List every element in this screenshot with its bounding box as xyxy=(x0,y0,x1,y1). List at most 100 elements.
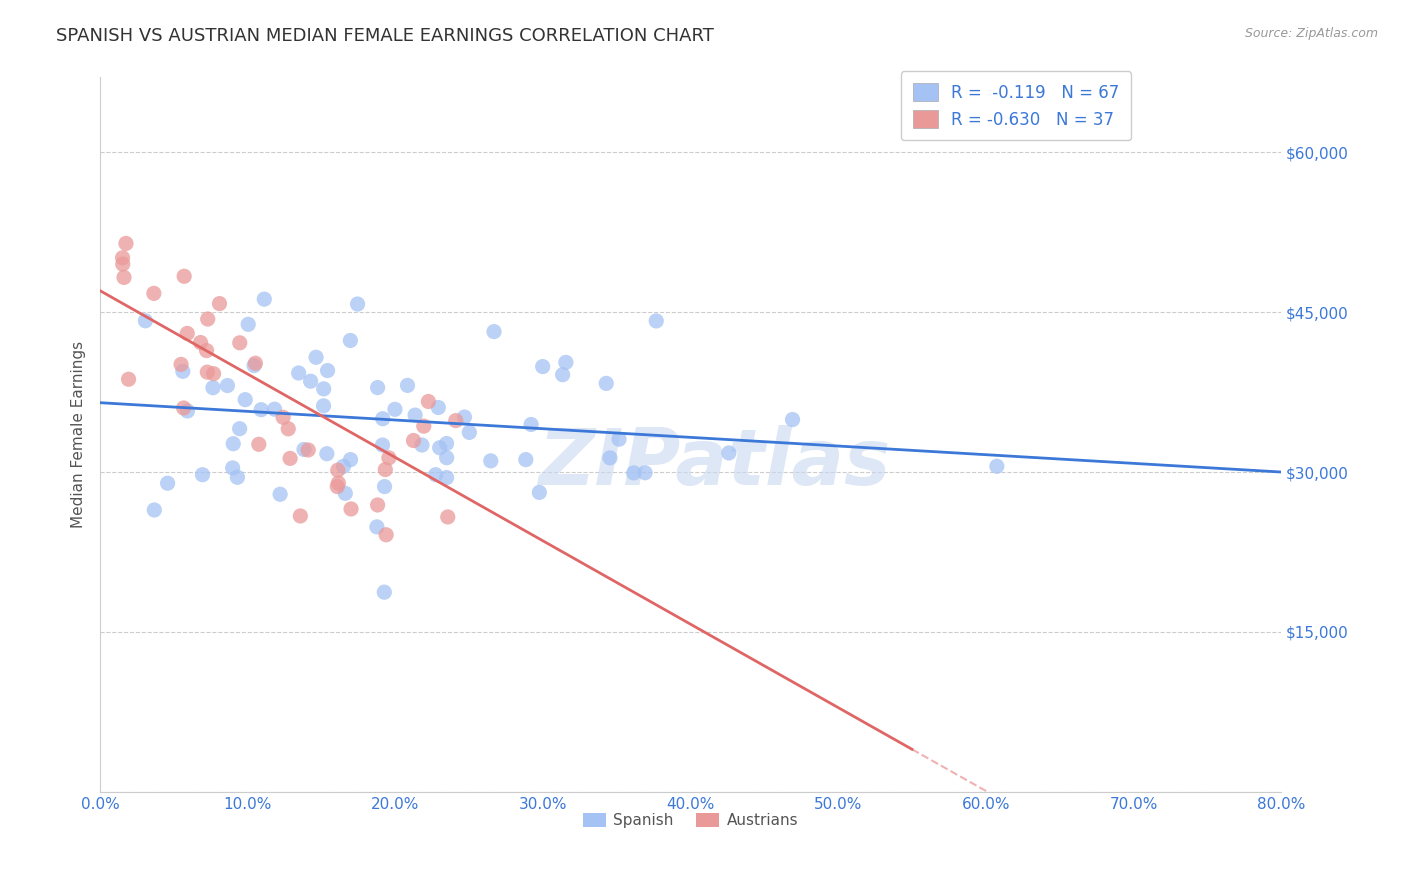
Point xyxy=(228,422,250,436)
Point xyxy=(115,236,138,251)
Point xyxy=(645,314,668,328)
Point xyxy=(374,462,396,476)
Point xyxy=(531,359,554,374)
Point xyxy=(375,528,398,542)
Point xyxy=(190,335,212,350)
Point xyxy=(436,470,458,484)
Point xyxy=(340,502,363,516)
Point xyxy=(197,312,219,326)
Point xyxy=(554,355,576,369)
Point xyxy=(418,394,440,409)
Point xyxy=(326,479,349,493)
Point xyxy=(373,479,395,493)
Point xyxy=(373,585,395,599)
Point xyxy=(299,374,322,388)
Point xyxy=(217,378,239,392)
Point xyxy=(551,368,574,382)
Point xyxy=(366,520,388,534)
Point xyxy=(367,498,389,512)
Point xyxy=(339,334,361,348)
Point xyxy=(191,467,214,482)
Point xyxy=(595,376,617,391)
Point xyxy=(371,411,394,425)
Point xyxy=(411,438,433,452)
Point xyxy=(208,296,231,310)
Point xyxy=(482,325,505,339)
Point xyxy=(250,402,273,417)
Point xyxy=(412,419,434,434)
Point xyxy=(346,297,368,311)
Point xyxy=(247,437,270,451)
Point xyxy=(599,450,621,465)
Point xyxy=(623,466,645,480)
Point xyxy=(425,467,447,482)
Point xyxy=(202,367,225,381)
Point xyxy=(263,402,285,417)
Point xyxy=(229,335,252,350)
Point xyxy=(156,476,179,491)
Point xyxy=(117,372,139,386)
Point xyxy=(436,510,458,524)
Point xyxy=(444,414,467,428)
Point xyxy=(312,399,335,413)
Point xyxy=(226,470,249,484)
Point xyxy=(271,410,294,425)
Point xyxy=(529,485,551,500)
Point xyxy=(111,257,134,271)
Point xyxy=(243,359,266,373)
Point xyxy=(339,452,361,467)
Point xyxy=(292,442,315,457)
Point xyxy=(404,408,426,422)
Point xyxy=(316,363,339,377)
Point xyxy=(332,459,354,474)
Y-axis label: Median Female Earnings: Median Female Earnings xyxy=(72,341,86,528)
Point xyxy=(717,446,740,460)
Point xyxy=(335,486,357,500)
Point xyxy=(312,382,335,396)
Text: Source: ZipAtlas.com: Source: ZipAtlas.com xyxy=(1244,27,1378,40)
Point xyxy=(277,422,299,436)
Point xyxy=(111,251,134,265)
Point xyxy=(396,378,419,392)
Point xyxy=(238,318,260,332)
Point xyxy=(429,441,451,455)
Text: ZIPatlas: ZIPatlas xyxy=(538,425,890,501)
Point xyxy=(367,380,389,394)
Point xyxy=(458,425,481,440)
Point xyxy=(253,292,276,306)
Point xyxy=(297,442,319,457)
Point xyxy=(986,459,1008,474)
Point xyxy=(520,417,543,432)
Point xyxy=(172,364,194,378)
Point xyxy=(453,410,475,425)
Point xyxy=(233,392,256,407)
Point xyxy=(287,366,309,380)
Point xyxy=(176,326,198,341)
Point xyxy=(328,476,350,491)
Point xyxy=(782,412,804,426)
Point xyxy=(269,487,291,501)
Point xyxy=(515,452,537,467)
Point xyxy=(173,269,195,284)
Point xyxy=(326,463,349,477)
Point xyxy=(436,436,458,450)
Point xyxy=(378,450,401,465)
Legend: Spanish, Austrians: Spanish, Austrians xyxy=(576,807,804,834)
Point xyxy=(195,343,218,358)
Point xyxy=(371,438,394,452)
Text: SPANISH VS AUSTRIAN MEDIAN FEMALE EARNINGS CORRELATION CHART: SPANISH VS AUSTRIAN MEDIAN FEMALE EARNIN… xyxy=(56,27,714,45)
Point xyxy=(222,436,245,450)
Point xyxy=(290,508,312,523)
Point xyxy=(142,286,165,301)
Point xyxy=(479,454,502,468)
Point xyxy=(384,402,406,417)
Point xyxy=(245,356,267,370)
Point xyxy=(170,358,193,372)
Point xyxy=(427,401,450,415)
Point xyxy=(201,381,224,395)
Point xyxy=(143,503,166,517)
Point xyxy=(112,270,135,285)
Point xyxy=(315,447,337,461)
Point xyxy=(305,351,328,365)
Point xyxy=(221,461,243,475)
